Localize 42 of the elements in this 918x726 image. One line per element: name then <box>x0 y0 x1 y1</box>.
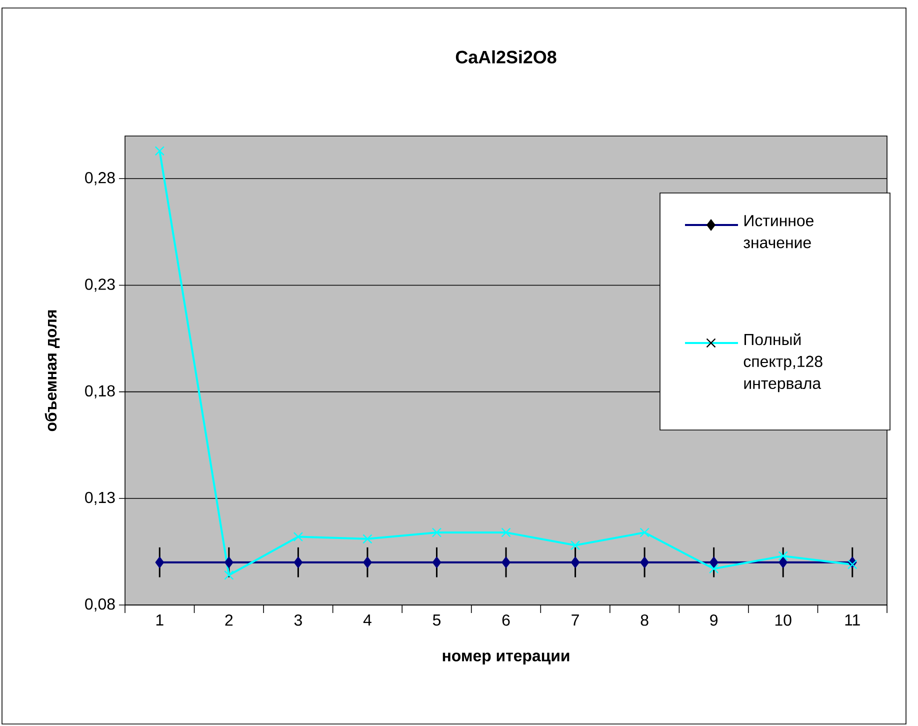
point <box>502 556 510 568</box>
point <box>848 560 858 570</box>
y-tick-label: 0,23 <box>85 278 115 292</box>
x-tick-label: 1 <box>156 614 164 626</box>
x-tick-label: 8 <box>640 614 648 626</box>
legend-label: Полный спектр,128 интервала <box>744 333 822 392</box>
x-tick-label: 4 <box>363 614 372 626</box>
point <box>362 534 372 544</box>
point <box>224 556 234 568</box>
point <box>155 556 164 568</box>
point <box>154 146 164 156</box>
point <box>778 556 788 568</box>
point <box>640 528 650 538</box>
y-tick-label: 0,18 <box>85 385 115 398</box>
x-axis-title: номер итерации <box>442 652 570 665</box>
x-tick-label: 11 <box>845 614 860 626</box>
x-tick-label: 6 <box>502 614 510 626</box>
legend-label: Истинное значение <box>744 215 814 248</box>
point <box>570 540 580 550</box>
x-tick-label: 7 <box>572 614 579 626</box>
point <box>293 532 304 542</box>
chart-title: CaAl2Si2O8 <box>456 50 556 64</box>
y-axis-title: объемная доля <box>44 310 60 432</box>
x-tick-label: 5 <box>432 614 440 626</box>
x-tick-label: 10 <box>775 614 792 626</box>
point <box>224 570 234 580</box>
point <box>432 528 442 538</box>
point <box>709 556 718 568</box>
y-tick-label: 0,13 <box>85 492 115 505</box>
point <box>294 556 303 568</box>
x-tick-label: 9 <box>710 614 718 626</box>
x-tick-label: 3 <box>294 614 302 626</box>
y-tick-label: 0,08 <box>85 598 115 612</box>
point <box>708 564 719 574</box>
point <box>363 556 372 568</box>
point <box>778 551 788 561</box>
point <box>640 556 649 568</box>
point <box>570 556 580 568</box>
y-tick-label: 0,28 <box>85 172 115 186</box>
x-tick-label: 2 <box>225 614 233 626</box>
point <box>501 528 511 538</box>
point <box>432 556 442 568</box>
